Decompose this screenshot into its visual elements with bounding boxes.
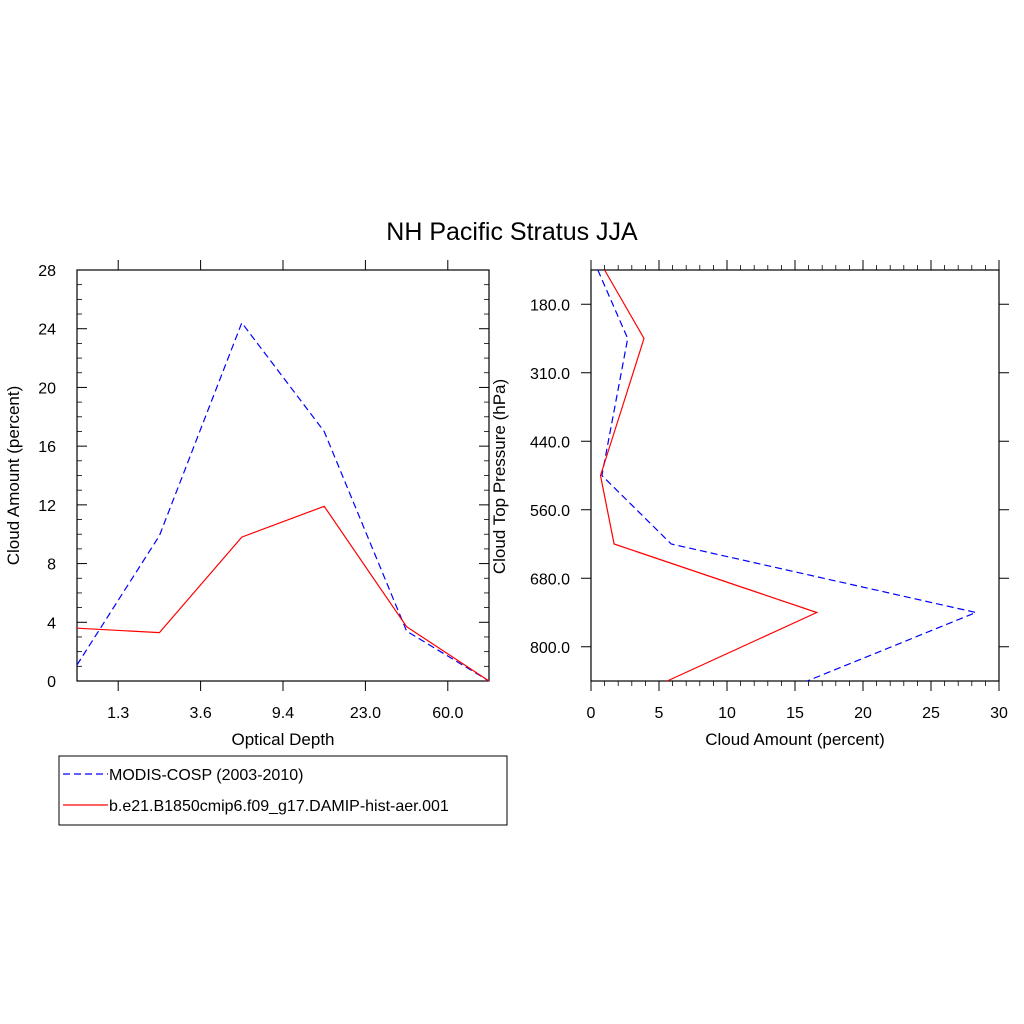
left-y-tick-label: 28 <box>38 263 56 280</box>
right-x-tick-label: 30 <box>990 705 1008 722</box>
left-x-tick-label: 60.0 <box>432 705 463 722</box>
right-x-tick-label: 25 <box>922 705 940 722</box>
left-y-axis-label: Cloud Amount (percent) <box>4 386 23 566</box>
right-x-tick-label: 10 <box>718 705 736 722</box>
left-y-tick-label: 4 <box>47 615 56 632</box>
left-y-tick-label: 8 <box>47 557 56 574</box>
legend-label-modis: MODIS-COSP (2003-2010) <box>109 767 303 784</box>
left-y-tick-label: 16 <box>38 439 56 456</box>
left-x-tick-label: 23.0 <box>350 705 381 722</box>
left-y-tick-label: 24 <box>38 322 56 339</box>
right-y-tick-label: 440.0 <box>530 434 570 451</box>
left-y-tick-label: 0 <box>47 674 56 691</box>
legend: MODIS-COSP (2003-2010) b.e21.B1850cmip6.… <box>58 755 508 826</box>
legend-box <box>58 755 508 826</box>
right-x-tick-label: 15 <box>786 705 804 722</box>
right-x-tick-label: 0 <box>587 705 596 722</box>
right-x-tick-label: 20 <box>854 705 872 722</box>
right-series-line-0 <box>597 269 978 682</box>
right-x-tick-label: 5 <box>655 705 664 722</box>
left-y-tick-label: 12 <box>38 498 56 515</box>
left-plot-frame <box>76 269 490 682</box>
right-series-line-1 <box>599 269 819 682</box>
left-x-axis-label: Optical Depth <box>232 730 335 749</box>
right-y-tick-label: 800.0 <box>530 640 570 657</box>
right-y-axis-label: Cloud Top Pressure (hPa) <box>490 379 509 574</box>
figure-title: NH Pacific Stratus JJA <box>386 218 638 246</box>
legend-label-model: b.e21.B1850cmip6.f09_g17.DAMIP-hist-aer.… <box>109 798 449 815</box>
right-plot-frame <box>590 269 1000 682</box>
left-x-tick-label: 1.3 <box>107 705 129 722</box>
left-chart-optical-depth: 0 4 8 12 16 20 24 28 1.3 3.6 9.4 23.0 60.0 Optical De… <box>4 260 490 749</box>
left-y-tick-label: 20 <box>38 380 56 397</box>
left-series-line-0 <box>76 321 490 682</box>
right-y-tick-label: 560.0 <box>530 503 570 520</box>
right-x-axis-label: Cloud Amount (percent) <box>705 730 885 749</box>
right-y-tick-label: 310.0 <box>530 366 570 383</box>
right-y-tick-label: 680.0 <box>530 571 570 588</box>
right-y-tick-label: 180.0 <box>530 297 570 314</box>
left-x-tick-label: 3.6 <box>189 705 211 722</box>
right-chart-cloud-top-pressure: 0 5 10 15 20 25 30 180.0 310.0 440.0 560.0 680.0 800… <box>490 260 1009 749</box>
left-x-tick-label: 9.4 <box>272 705 294 722</box>
left-series-line-1 <box>76 505 490 682</box>
